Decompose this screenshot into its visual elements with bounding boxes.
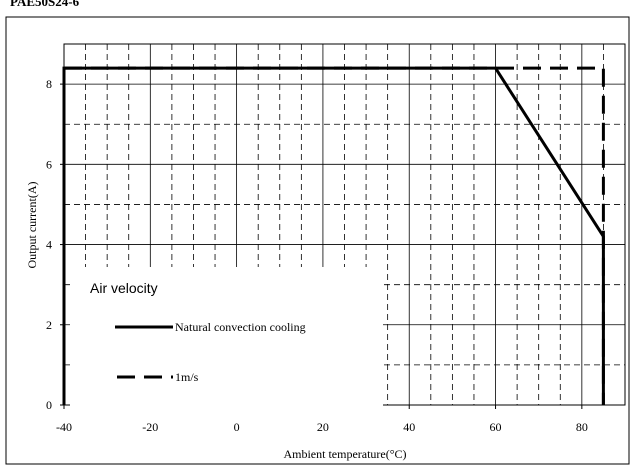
series-line-natural-convection — [62, 66, 605, 405]
x-tick-label: 40 — [403, 420, 415, 434]
x-tick-label: 0 — [234, 420, 240, 434]
outer-frame — [5, 16, 630, 465]
y-tick-label: 4 — [46, 238, 52, 252]
legend-title: Air velocity — [90, 280, 158, 296]
y-tick-label: 8 — [46, 77, 52, 91]
legend-entry-1ms: 1m/s — [175, 370, 199, 384]
legend: Air velocity Natural convection cooling … — [70, 267, 383, 409]
x-tick-label: -20 — [142, 420, 158, 434]
x-tick-label: 80 — [576, 420, 588, 434]
y-tick-label: 2 — [46, 318, 52, 332]
part-code-label: PAE50S24-6 — [10, 0, 80, 9]
y-axis-title: Output current(A) — [25, 182, 39, 269]
x-axis-title: Ambient temperature(°C) — [283, 447, 406, 461]
tick-labels: -40 -20 0 20 40 60 80 0 2 4 6 8 — [46, 77, 588, 434]
x-tick-label: 60 — [490, 420, 502, 434]
y-tick-label: 0 — [46, 398, 52, 412]
y-tick-label: 6 — [46, 157, 52, 171]
x-tick-label: 20 — [317, 420, 329, 434]
legend-background — [70, 267, 383, 409]
series-layer — [62, 66, 605, 405]
x-tick-label: -40 — [56, 420, 72, 434]
legend-entry-natural-convection: Natural convection cooling — [175, 320, 306, 334]
